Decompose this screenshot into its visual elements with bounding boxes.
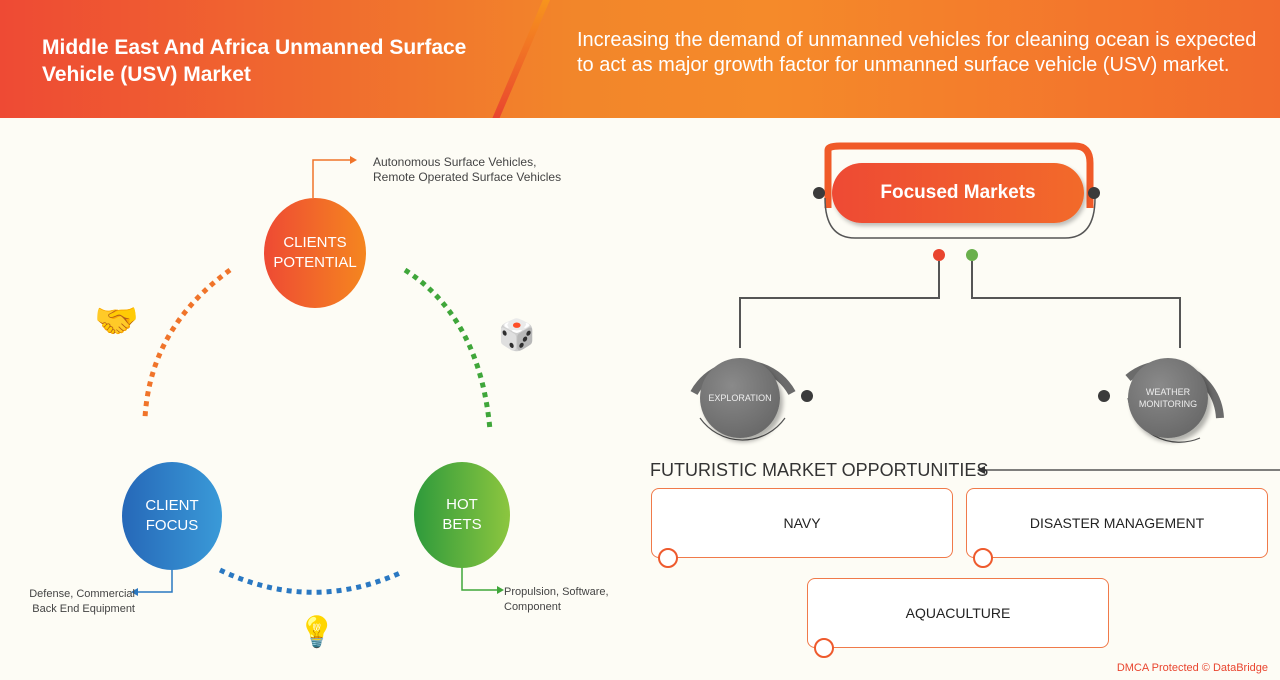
lightbulb-icon: 💡	[298, 616, 336, 649]
page-subtitle: Increasing the demand of unmanned vehicl…	[577, 29, 1257, 76]
bullet-dot	[801, 390, 813, 402]
client-focus-label: CLIENT FOCUS	[145, 497, 199, 534]
ring-marker	[658, 548, 678, 568]
clients-potential-circle: CLIENTS POTENTIAL	[264, 198, 366, 308]
hot-bets-label: HOT BETS	[442, 496, 482, 533]
clients-potential-note: Autonomous Surface Vehicles, Remote Oper…	[373, 155, 562, 184]
opportunity-label: DISASTER MANAGEMENT	[1029, 515, 1205, 531]
focused-markets-title: Focused Markets	[832, 163, 1084, 223]
client-focus-circle: CLIENT FOCUS	[122, 462, 222, 570]
opportunity-navy: NAVY	[651, 488, 953, 558]
hand-dice-icon: 🎲	[498, 319, 536, 352]
header-banner	[0, 0, 1280, 118]
bullet-dot	[813, 187, 825, 199]
hot-bets-note: Propulsion, Software, Component	[504, 586, 609, 613]
opportunities-title: FUTURISTIC MARKET OPPORTUNITIES	[650, 460, 989, 480]
red-dot	[933, 249, 945, 261]
ring-marker	[973, 548, 993, 568]
weather-monitoring-label: WEATHER MONITORING	[1138, 387, 1198, 409]
opportunity-label: NAVY	[783, 515, 821, 531]
opportunity-disaster-management: DISASTER MANAGEMENT	[966, 488, 1268, 558]
exploration-label: EXPLORATION	[708, 393, 772, 403]
hot-bets-circle: HOT BETS	[414, 462, 510, 568]
client-focus-note: Defense, Commercial Back End Equipment	[29, 588, 135, 615]
bullet-dot	[1088, 187, 1100, 199]
clients-potential-label: CLIENTS POTENTIAL	[273, 234, 357, 271]
handshake-icon: 🤝	[94, 300, 139, 341]
footer-credit: DMCA Protected © DataBridge	[1116, 662, 1268, 674]
page-title: Middle East And Africa Unmanned Surface …	[42, 36, 467, 86]
weather-monitoring-circle: WEATHER MONITORING	[1128, 358, 1208, 438]
opportunity-aquaculture: AQUACULTURE	[807, 578, 1109, 648]
bullet-dot	[1098, 390, 1110, 402]
opportunity-label: AQUACULTURE	[905, 605, 1011, 621]
exploration-circle: EXPLORATION	[700, 358, 780, 438]
green-dot	[966, 249, 978, 261]
ring-marker	[814, 638, 834, 658]
